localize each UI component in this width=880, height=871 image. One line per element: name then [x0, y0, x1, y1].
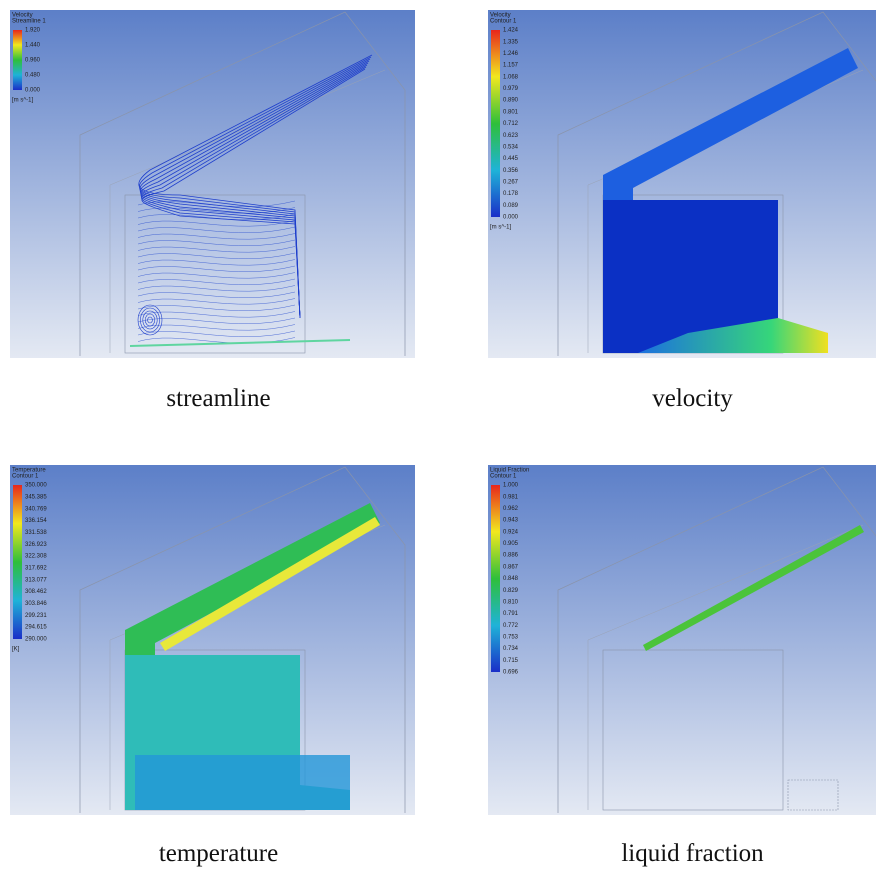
colorbar-label: 0.356 — [503, 168, 519, 174]
colorbar-label: 0.829 — [503, 588, 519, 594]
colorbar-label: 0.791 — [503, 611, 519, 617]
colorbar-label: 313.077 — [25, 577, 47, 583]
colorbar-label: 0.848 — [503, 576, 519, 582]
colorbar-label: 0.979 — [503, 86, 519, 92]
temperature-contour — [135, 755, 350, 810]
colorbar-label: 1.000 — [503, 483, 519, 489]
colorbar-label: 0.924 — [503, 529, 519, 535]
colorbar-label: 0.981 — [503, 494, 519, 500]
colorbar-label: 1.246 — [503, 51, 519, 57]
background — [10, 10, 415, 358]
colorbar-label: 0.905 — [503, 541, 519, 547]
colorbar-label: 308.462 — [25, 589, 47, 595]
colorbar-label: 1.157 — [503, 63, 519, 69]
colorbar — [491, 30, 500, 217]
caption: temperature — [16, 840, 421, 868]
background — [488, 465, 876, 815]
colorbar-label: 1.424 — [503, 28, 519, 34]
caption: velocity — [490, 385, 880, 413]
colorbar-label: 1.920 — [25, 28, 41, 34]
legend-subtitle: Streamline 1 — [12, 19, 46, 25]
colorbar-label: 0.696 — [503, 670, 519, 676]
colorbar-label: 0.734 — [503, 646, 519, 652]
colorbar-unit: [m s^-1] — [12, 98, 33, 104]
colorbar-label: 0.534 — [503, 144, 519, 150]
colorbar-label: 0.267 — [503, 180, 519, 186]
colorbar-label: 1.440 — [25, 43, 41, 49]
colorbar-label: 336.154 — [25, 518, 47, 524]
colorbar — [13, 485, 22, 639]
colorbar-label: 1.068 — [503, 74, 519, 80]
colorbar-label: 0.886 — [503, 553, 519, 559]
colorbar-label: 0.772 — [503, 623, 519, 629]
colorbar-label: 0.890 — [503, 98, 519, 104]
colorbar-label: 345.385 — [25, 494, 47, 500]
colorbar-label: 0.715 — [503, 658, 519, 664]
colorbar-label: 0.000 — [25, 88, 41, 94]
colorbar-label: 1.335 — [503, 39, 519, 45]
colorbar-label: 0.962 — [503, 506, 519, 512]
colorbar-label: 0.480 — [25, 73, 41, 79]
colorbar-label: 0.623 — [503, 133, 519, 139]
legend-subtitle: Contour 1 — [490, 474, 517, 480]
colorbar — [491, 485, 500, 672]
colorbar-unit: [m s^-1] — [490, 225, 511, 231]
legend-subtitle: Contour 1 — [12, 474, 39, 480]
colorbar-unit: [K] — [12, 647, 20, 653]
colorbar-label: 322.308 — [25, 554, 47, 560]
colorbar-label: 294.615 — [25, 625, 47, 631]
colorbar-label: 317.692 — [25, 566, 47, 572]
colorbar — [13, 30, 22, 90]
colorbar-label: 0.089 — [503, 203, 519, 209]
colorbar-label: 303.846 — [25, 601, 47, 607]
colorbar-label: 0.753 — [503, 635, 519, 641]
legend-subtitle: Contour 1 — [490, 19, 517, 25]
colorbar-label: 0.867 — [503, 564, 519, 570]
colorbar-label: 290.000 — [25, 637, 47, 643]
colorbar-label: 340.769 — [25, 506, 47, 512]
colorbar-label: 0.960 — [25, 58, 41, 64]
colorbar-label: 326.923 — [25, 542, 47, 548]
colorbar-label: 0.712 — [503, 121, 519, 127]
colorbar-label: 350.000 — [25, 483, 47, 489]
colorbar-label: 0.801 — [503, 109, 519, 115]
colorbar-label: 331.538 — [25, 530, 47, 536]
caption: streamline — [16, 385, 421, 413]
colorbar-label: 0.000 — [503, 215, 519, 221]
figure: VelocityStreamline 11.9201.4400.9600.480… — [0, 0, 880, 871]
colorbar-label: 299.231 — [25, 613, 47, 619]
colorbar-label: 0.943 — [503, 518, 519, 524]
caption: liquid fraction — [490, 840, 880, 868]
colorbar-label: 0.810 — [503, 599, 519, 605]
colorbar-label: 0.445 — [503, 156, 519, 162]
colorbar-label: 0.178 — [503, 191, 519, 197]
